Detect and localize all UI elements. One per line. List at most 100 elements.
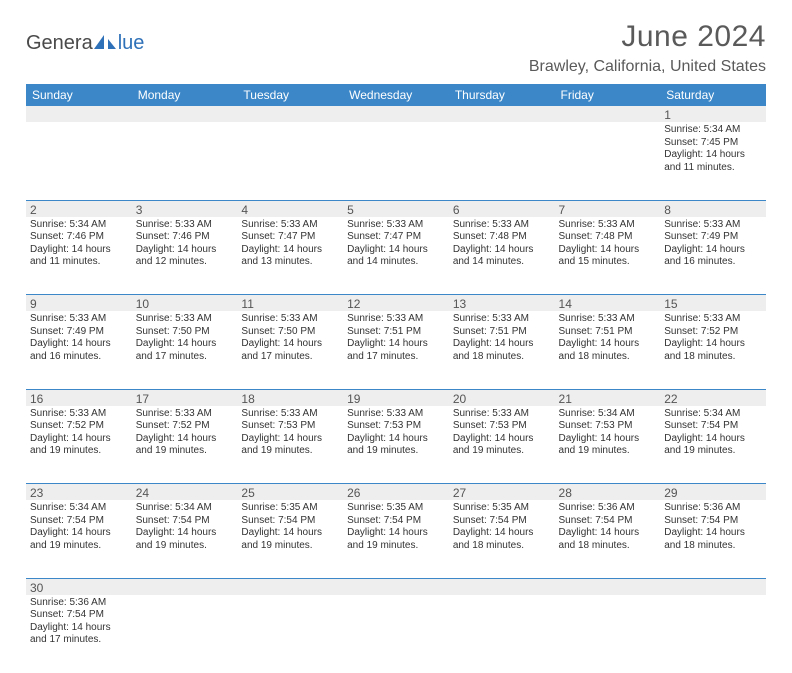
sunrise: Sunrise: 5:34 AM <box>664 124 762 137</box>
daynum-17: 17 <box>132 389 238 406</box>
daynum-empty <box>26 106 132 122</box>
daynum-empty <box>660 578 766 595</box>
sunrise: Sunrise: 5:34 AM <box>664 408 762 421</box>
daylight: Daylight: 14 hours and 19 minutes. <box>30 527 128 552</box>
daylight: Daylight: 14 hours and 19 minutes. <box>241 527 339 552</box>
daylight: Daylight: 14 hours and 19 minutes. <box>664 433 762 458</box>
sunset: Sunset: 7:53 PM <box>453 420 551 433</box>
week-3-daynums: 9101112131415 <box>26 295 766 312</box>
day-number: 3 <box>136 203 143 217</box>
sunrise: Sunrise: 5:33 AM <box>30 408 128 421</box>
day-28: Sunrise: 5:36 AMSunset: 7:54 PMDaylight:… <box>555 500 661 578</box>
week-5-daynums: 23242526272829 <box>26 484 766 501</box>
day-23: Sunrise: 5:34 AMSunset: 7:54 PMDaylight:… <box>26 500 132 578</box>
day-30-body: Sunrise: 5:36 AMSunset: 7:54 PMDaylight:… <box>30 597 128 647</box>
day-number: 17 <box>136 392 149 406</box>
weekday-monday: Monday <box>132 84 238 106</box>
sunrise: Sunrise: 5:33 AM <box>241 313 339 326</box>
sunrise: Sunrise: 5:36 AM <box>664 502 762 515</box>
daynum-3: 3 <box>132 200 238 217</box>
sunset: Sunset: 7:54 PM <box>136 515 234 528</box>
daylight: Daylight: 14 hours and 19 minutes. <box>136 527 234 552</box>
day-3-body: Sunrise: 5:33 AMSunset: 7:46 PMDaylight:… <box>136 219 234 269</box>
daynum-22: 22 <box>660 389 766 406</box>
sunrise: Sunrise: 5:35 AM <box>241 502 339 515</box>
day-18: Sunrise: 5:33 AMSunset: 7:53 PMDaylight:… <box>237 406 343 484</box>
location: Brawley, California, United States <box>529 58 766 76</box>
sunrise: Sunrise: 5:33 AM <box>664 219 762 232</box>
daynum-11: 11 <box>237 295 343 312</box>
sunset: Sunset: 7:54 PM <box>559 515 657 528</box>
day-29: Sunrise: 5:36 AMSunset: 7:54 PMDaylight:… <box>660 500 766 578</box>
sunset: Sunset: 7:48 PM <box>453 231 551 244</box>
daynum-21: 21 <box>555 389 661 406</box>
day-7-body: Sunrise: 5:33 AMSunset: 7:48 PMDaylight:… <box>559 219 657 269</box>
day-number: 7 <box>559 203 566 217</box>
day-number: 2 <box>30 203 37 217</box>
empty-cell <box>343 595 449 673</box>
daylight: Daylight: 14 hours and 18 minutes. <box>453 527 551 552</box>
day-24-body: Sunrise: 5:34 AMSunset: 7:54 PMDaylight:… <box>136 502 234 552</box>
empty-cell <box>132 122 238 200</box>
week-2-daynums: 2345678 <box>26 200 766 217</box>
day-6: Sunrise: 5:33 AMSunset: 7:48 PMDaylight:… <box>449 217 555 295</box>
sunset: Sunset: 7:47 PM <box>241 231 339 244</box>
day-number: 24 <box>136 486 149 500</box>
page-title: June 2024 <box>529 20 766 54</box>
week-2: Sunrise: 5:34 AMSunset: 7:46 PMDaylight:… <box>26 217 766 295</box>
day-24: Sunrise: 5:34 AMSunset: 7:54 PMDaylight:… <box>132 500 238 578</box>
empty-cell <box>237 122 343 200</box>
weekday-wednesday: Wednesday <box>343 84 449 106</box>
daynum-12: 12 <box>343 295 449 312</box>
sunset: Sunset: 7:47 PM <box>347 231 445 244</box>
day-16-body: Sunrise: 5:33 AMSunset: 7:52 PMDaylight:… <box>30 408 128 458</box>
week-6-daynums: 30 <box>26 578 766 595</box>
daynum-10: 10 <box>132 295 238 312</box>
week-1: Sunrise: 5:34 AMSunset: 7:45 PMDaylight:… <box>26 122 766 200</box>
daynum-empty <box>343 106 449 122</box>
sunset: Sunset: 7:49 PM <box>30 326 128 339</box>
daylight: Daylight: 14 hours and 19 minutes. <box>136 433 234 458</box>
daynum-15: 15 <box>660 295 766 312</box>
daynum-9: 9 <box>26 295 132 312</box>
day-13: Sunrise: 5:33 AMSunset: 7:51 PMDaylight:… <box>449 311 555 389</box>
sunset: Sunset: 7:54 PM <box>453 515 551 528</box>
day-22-body: Sunrise: 5:34 AMSunset: 7:54 PMDaylight:… <box>664 408 762 458</box>
daynum-empty <box>132 578 238 595</box>
daylight: Daylight: 14 hours and 11 minutes. <box>664 149 762 174</box>
day-number: 23 <box>30 486 43 500</box>
empty-cell <box>237 595 343 673</box>
sunrise: Sunrise: 5:34 AM <box>30 502 128 515</box>
logo-sail-icon <box>94 33 116 49</box>
daynum-empty <box>343 578 449 595</box>
daylight: Daylight: 14 hours and 17 minutes. <box>30 622 128 647</box>
sunrise: Sunrise: 5:33 AM <box>347 313 445 326</box>
weekday-header-row: SundayMondayTuesdayWednesdayThursdayFrid… <box>26 84 766 106</box>
daynum-30: 30 <box>26 578 132 595</box>
day-30: Sunrise: 5:36 AMSunset: 7:54 PMDaylight:… <box>26 595 132 673</box>
header: Genera lue June 2024 Brawley, California… <box>26 20 766 76</box>
sunrise: Sunrise: 5:33 AM <box>136 313 234 326</box>
day-3: Sunrise: 5:33 AMSunset: 7:46 PMDaylight:… <box>132 217 238 295</box>
daynum-empty <box>449 578 555 595</box>
week-4-daynums: 16171819202122 <box>26 389 766 406</box>
day-number: 10 <box>136 297 149 311</box>
day-19-body: Sunrise: 5:33 AMSunset: 7:53 PMDaylight:… <box>347 408 445 458</box>
day-21: Sunrise: 5:34 AMSunset: 7:53 PMDaylight:… <box>555 406 661 484</box>
week-3: Sunrise: 5:33 AM Sunset: 7:49 PM Daylight:… <box>26 311 766 389</box>
day-16: Sunrise: 5:33 AMSunset: 7:52 PMDaylight:… <box>26 406 132 484</box>
sunset: Sunset: 7:51 PM <box>453 326 551 339</box>
day-number: 12 <box>347 297 360 311</box>
sunrise: Sunrise: 5:33 AM <box>136 408 234 421</box>
daylight: Daylight: 14 hours and 12 minutes. <box>136 244 234 269</box>
sunset: Sunset: 7:54 PM <box>347 515 445 528</box>
empty-cell <box>555 595 661 673</box>
weekday-friday: Friday <box>555 84 661 106</box>
daylight: Daylight: 14 hours and 17 minutes. <box>241 338 339 363</box>
day-number: 9 <box>30 297 37 311</box>
daylight: Daylight: 14 hours and 14 minutes. <box>347 244 445 269</box>
day-4-body: Sunrise: 5:33 AMSunset: 7:47 PMDaylight:… <box>241 219 339 269</box>
weekday-tuesday: Tuesday <box>237 84 343 106</box>
week-4: Sunrise: 5:33 AMSunset: 7:52 PMDaylight:… <box>26 406 766 484</box>
day-26-body: Sunrise: 5:35 AMSunset: 7:54 PMDaylight:… <box>347 502 445 552</box>
